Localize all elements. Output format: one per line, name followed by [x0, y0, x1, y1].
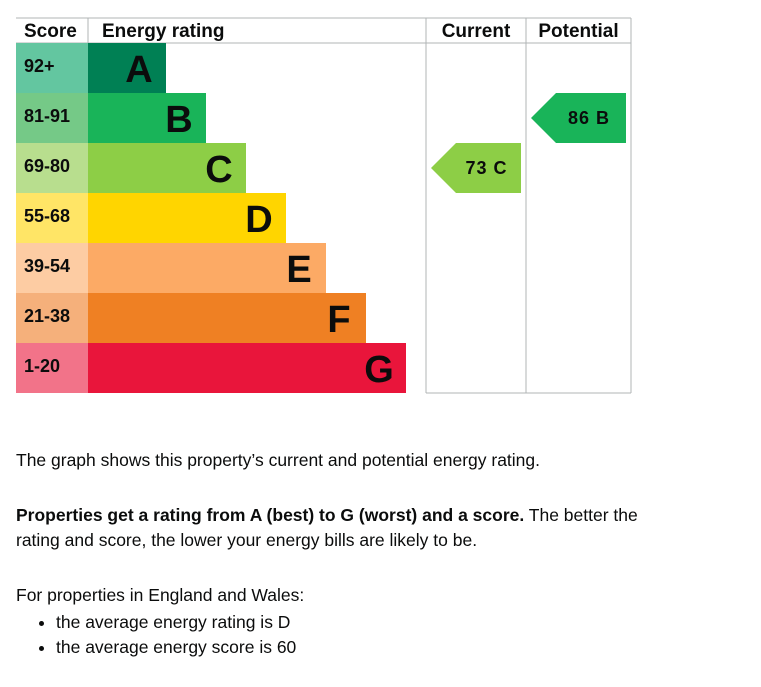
current-rating-label: 73 C — [465, 158, 507, 178]
energy-rating-chart: Score Energy rating Current Potential 92+ A 81… — [16, 17, 632, 394]
rating-letter-a: A — [125, 49, 152, 91]
score-range-d: 55-68 — [24, 206, 70, 226]
score-range-c: 69-80 — [24, 156, 70, 176]
score-range-f: 21-38 — [24, 306, 70, 326]
header-potential: Potential — [538, 21, 618, 42]
regional-intro: For properties in England and Wales: — [16, 584, 305, 605]
rating-explanation-bold: Properties get a rating from A (best) to… — [16, 504, 525, 525]
rating-letter-g: G — [364, 349, 394, 391]
rating-letter-c: C — [205, 149, 232, 191]
list-item: the average energy rating is D — [56, 610, 296, 635]
rating-letter-b: B — [165, 99, 192, 141]
score-range-a: 92+ — [24, 56, 55, 76]
score-cell-f — [16, 293, 88, 343]
score-cell-c — [16, 143, 88, 193]
rating-explanation-rest: The better the rating and score, the low… — [16, 504, 638, 550]
score-range-e: 39-54 — [24, 256, 70, 276]
rating-explanation: Properties get a rating from A (best) to… — [16, 503, 656, 553]
header-score: Score — [24, 21, 77, 42]
score-cell-a — [16, 43, 88, 93]
rating-bar-g — [88, 343, 406, 393]
score-cell-g — [16, 343, 88, 393]
current-rating-arrow — [431, 143, 521, 193]
score-cell-e — [16, 243, 88, 293]
potential-rating-label: 86 B — [568, 108, 610, 128]
rating-letter-d: D — [245, 199, 272, 241]
score-range-g: 1-20 — [24, 356, 60, 376]
potential-rating-arrow — [531, 93, 626, 143]
rating-bar-a — [88, 43, 166, 93]
rating-bar-c — [88, 143, 246, 193]
average-list: the average energy rating is D the avera… — [16, 610, 296, 660]
rating-letter-f: F — [327, 299, 350, 341]
score-cell-b — [16, 93, 88, 143]
header-current: Current — [442, 21, 511, 42]
graph-description: The graph shows this property’s current … — [16, 449, 541, 470]
rating-bar-e — [88, 243, 326, 293]
score-cell-d — [16, 193, 88, 243]
rating-bar-d — [88, 193, 286, 243]
rating-bar-b — [88, 93, 206, 143]
rating-bar-f — [88, 293, 366, 343]
list-item: the average energy score is 60 — [56, 635, 296, 660]
score-range-b: 81-91 — [24, 106, 70, 126]
rating-letter-e: E — [286, 249, 311, 291]
header-energy-rating: Energy rating — [102, 21, 224, 42]
